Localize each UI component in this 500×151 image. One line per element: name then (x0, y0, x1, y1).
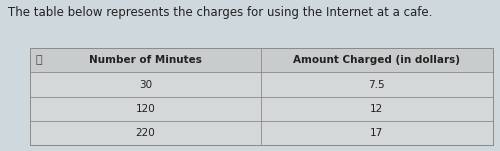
Text: 12: 12 (370, 104, 384, 114)
Text: ⌕: ⌕ (36, 55, 43, 65)
Text: 30: 30 (139, 80, 152, 90)
Text: 17: 17 (370, 128, 384, 138)
Text: 7.5: 7.5 (368, 80, 385, 90)
Text: Number of Minutes: Number of Minutes (89, 55, 202, 65)
Text: Amount Charged (in dollars): Amount Charged (in dollars) (294, 55, 460, 65)
Text: 220: 220 (136, 128, 156, 138)
Text: 120: 120 (136, 104, 156, 114)
Text: The table below represents the charges for using the Internet at a cafe.: The table below represents the charges f… (8, 6, 432, 19)
